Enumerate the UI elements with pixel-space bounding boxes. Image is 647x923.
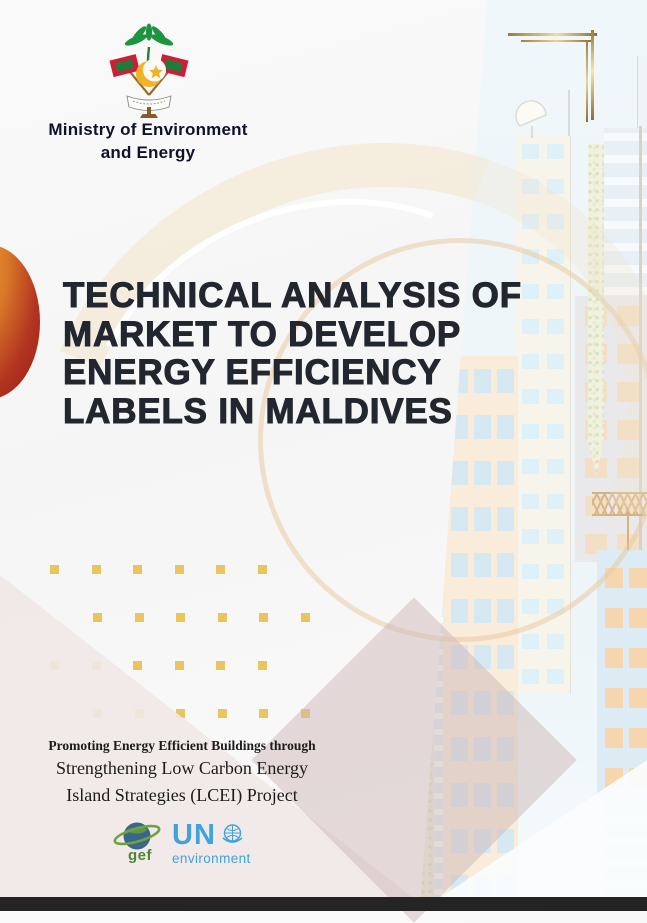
gef-logo <box>113 822 161 850</box>
report-title-line: MARKET TO DEVELOP <box>63 314 461 354</box>
building-low-right <box>597 550 647 798</box>
gold-corner-ornament <box>521 40 592 42</box>
report-title-line: LABELS IN MALDIVES <box>63 391 453 431</box>
report-title-line: ENERGY EFFICIENCY <box>63 353 442 392</box>
gold-corner-ornament <box>591 30 594 120</box>
gold-corner-ornament <box>508 33 597 36</box>
satellite-dish-icon <box>515 100 547 138</box>
maldives-emblem-icon <box>109 23 189 118</box>
footer-bar <box>0 897 647 911</box>
report-title: TECHNICAL ANALYSIS OF MARKET TO DEVELOP … <box>63 276 615 431</box>
gef-logo-label: gef <box>128 847 152 864</box>
gold-corner-ornament <box>586 42 588 122</box>
project-subtitle-line1: Promoting Energy Efficient Buildings thr… <box>48 738 316 753</box>
project-subtitle: Promoting Energy Efficient Buildings thr… <box>28 737 336 809</box>
project-subtitle-line2: Strengthening Low Carbon Energy <box>55 758 309 778</box>
ministry-name: Ministry of Environment and Energy <box>28 118 268 164</box>
un-logo-text: UN <box>172 819 216 851</box>
ministry-name-line1: Ministry of Environment <box>48 120 248 139</box>
project-subtitle-line3: Island Strategies (LCEI) Project <box>66 785 298 805</box>
orange-half-circle <box>0 245 40 399</box>
un-emblem-icon <box>222 824 243 843</box>
ministry-name-line2: and Energy <box>100 143 196 162</box>
building-antenna <box>568 90 570 137</box>
un-environment-logo: UN environment <box>172 820 252 866</box>
report-title-line: TECHNICAL ANALYSIS OF <box>63 276 522 315</box>
un-logo-subtext: environment <box>172 851 251 866</box>
